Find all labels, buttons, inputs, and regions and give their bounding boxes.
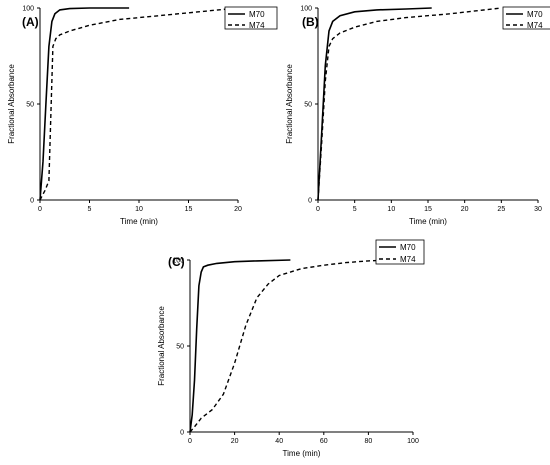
y-tick-label: 50 [176, 344, 184, 351]
x-tick-label: 20 [231, 438, 239, 445]
x-tick-label: 40 [275, 438, 283, 445]
x-tick-label: 0 [38, 206, 42, 213]
legend-box [502, 6, 550, 30]
x-tick-label: 0 [188, 438, 192, 445]
legend-label-m70: M70 [527, 10, 543, 19]
legend-label-m74: M74 [527, 21, 543, 30]
y-tick-label: 50 [26, 102, 34, 109]
x-tick-label: 15 [185, 206, 193, 213]
legend-label-m74: M74 [249, 21, 265, 30]
y-axis-label: Fractional Absorbance [285, 64, 294, 144]
x-tick-label: 20 [461, 206, 469, 213]
x-tick-label: 80 [365, 438, 373, 445]
x-tick-label: 10 [135, 206, 143, 213]
y-tick-label: 100 [172, 258, 184, 265]
legend-label-m70: M70 [400, 243, 416, 252]
x-tick-label: 10 [387, 206, 395, 213]
x-axis-label: Time (min) [120, 217, 158, 226]
y-tick-label: 100 [22, 6, 34, 13]
panel-a: 0 5 10 15 20 0 50 100 Time (min) Fractional Absor… [7, 6, 278, 226]
x-tick-label: 100 [407, 438, 419, 445]
series-line-m74 [189, 259, 391, 433]
panel-label: (B) [302, 15, 319, 29]
x-tick-label: 5 [88, 206, 92, 213]
y-tick-label: 0 [30, 198, 34, 205]
x-tick-label: 15 [424, 206, 432, 213]
x-tick-label: 30 [534, 206, 542, 213]
series-line-m74 [317, 7, 502, 201]
y-tick-label: 0 [308, 198, 312, 205]
y-tick-label: 0 [180, 430, 184, 437]
legend-box [224, 6, 278, 30]
y-axis-label: Fractional Absorbance [7, 64, 16, 144]
y-tick-label: 50 [304, 102, 312, 109]
series-line-m74 [39, 7, 239, 201]
y-axis-label: Fractional Absorbance [157, 306, 166, 386]
y-tick-label: 100 [300, 6, 312, 13]
series-line-m70 [317, 7, 432, 201]
x-tick-label: 20 [234, 206, 242, 213]
series-line-m70 [39, 7, 130, 201]
panel-label: (A) [22, 15, 39, 29]
panel-b: 0 5 10 15 20 25 30 0 50 100 Time (min) Fractional A… [285, 6, 550, 226]
legend-label-m74: M74 [400, 255, 416, 264]
legend-label-m70: M70 [249, 10, 265, 19]
x-tick-label: 5 [353, 206, 357, 213]
series-line-m70 [189, 259, 291, 433]
panel-c: 0 20 40 60 80 100 0 50 100 Time (min) Fractional A… [157, 239, 425, 458]
x-axis-label: Time (min) [283, 449, 321, 458]
x-tick-label: 25 [497, 206, 505, 213]
x-tick-label: 60 [320, 438, 328, 445]
x-tick-label: 0 [316, 206, 320, 213]
legend-box [375, 239, 425, 265]
panel-label: (C) [168, 255, 185, 269]
x-axis-label: Time (min) [409, 217, 447, 226]
